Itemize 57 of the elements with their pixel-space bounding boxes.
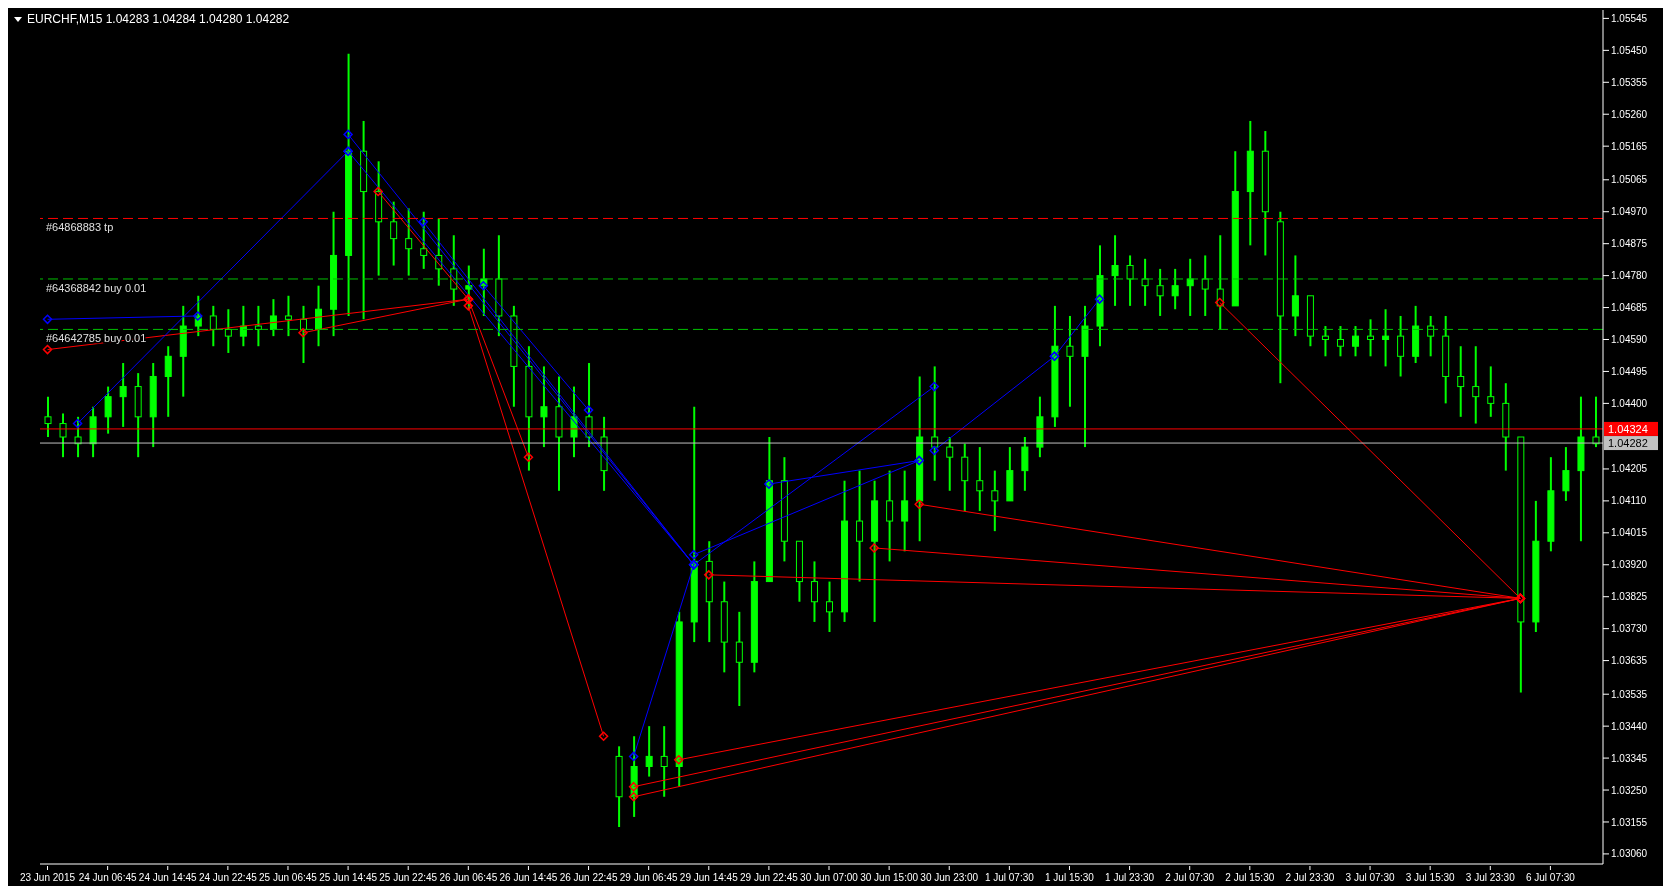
x-tick-label: 24 Jun 22:45 <box>198 872 258 883</box>
ref-line-label: #64868883 tp <box>46 221 114 234</box>
chart-title: EURCHF,M15 1.04283 1.04284 1.04280 1.04282 <box>27 12 290 26</box>
x-tick-label: 24 Jun 06:45 <box>78 872 137 883</box>
ref-line-label: #64368842 buy 0.01 <box>46 281 147 294</box>
x-tick-label: 25 Jun 22:45 <box>379 872 438 883</box>
x-tick-label: 24 Jun 14:45 <box>138 872 198 883</box>
x-tick-label: 2 Jul 15:30 <box>1225 872 1275 883</box>
x-tick-label: 29 Jun 06:45 <box>619 872 679 883</box>
x-tick-label: 30 Jun 07:00 <box>800 872 859 883</box>
y-tick-label: 1.04685 <box>1611 302 1648 314</box>
x-tick-label: 30 Jun 15:00 <box>860 872 919 883</box>
x-tick-label: 25 Jun 06:45 <box>259 872 318 883</box>
x-tick-label: 26 Jun 14:45 <box>499 872 558 883</box>
y-tick-label: 1.04590 <box>1611 334 1648 346</box>
x-tick-label: 29 Jun 22:45 <box>739 872 799 883</box>
ref-line-label: 1.04282 <box>1608 437 1648 450</box>
y-tick-label: 1.04875 <box>1611 238 1648 250</box>
y-tick-label: 1.03730 <box>1611 623 1648 635</box>
x-tick-label: 25 Jun 14:45 <box>319 872 378 883</box>
y-tick-label: 1.04780 <box>1611 270 1648 282</box>
y-tick-label: 1.03250 <box>1611 784 1648 796</box>
y-tick-label: 1.05545 <box>1611 12 1648 24</box>
x-tick-label: 1 Jul 15:30 <box>1045 872 1095 883</box>
y-tick-label: 1.05355 <box>1611 76 1648 88</box>
x-tick-label: 30 Jun 23:00 <box>920 872 979 883</box>
y-tick-label: 1.04400 <box>1611 397 1648 409</box>
y-tick-label: 1.04205 <box>1611 463 1648 475</box>
x-tick-label: 3 Jul 15:30 <box>1405 872 1456 883</box>
x-tick-label: 26 Jun 22:45 <box>559 872 618 883</box>
y-tick-label: 1.04015 <box>1611 527 1648 539</box>
y-tick-label: 1.05450 <box>1611 44 1648 56</box>
x-tick-label: 26 Jun 06:45 <box>439 872 498 883</box>
x-tick-label: 2 Jul 07:30 <box>1165 872 1215 883</box>
y-tick-label: 1.03440 <box>1611 720 1648 732</box>
y-tick-label: 1.05065 <box>1611 174 1648 186</box>
x-tick-label: 29 Jun 14:45 <box>679 872 739 883</box>
y-tick-label: 1.03635 <box>1611 655 1648 667</box>
y-tick-label: 1.03825 <box>1611 591 1648 603</box>
y-tick-label: 1.03920 <box>1611 559 1648 571</box>
x-tick-label: 1 Jul 07:30 <box>984 872 1035 883</box>
y-tick-label: 1.04110 <box>1611 495 1647 507</box>
x-tick-label: 6 Jul 07:30 <box>1525 872 1576 883</box>
y-tick-label: 1.05260 <box>1611 108 1648 120</box>
x-tick-label: 1 Jul 23:30 <box>1105 872 1155 883</box>
y-tick-label: 1.03535 <box>1611 688 1648 700</box>
x-tick-label: 23 Jun 2015 <box>19 872 76 883</box>
x-tick-label: 2 Jul 23:30 <box>1285 872 1335 883</box>
y-tick-label: 1.03060 <box>1611 848 1648 860</box>
x-tick-label: 3 Jul 23:30 <box>1465 872 1516 883</box>
y-tick-label: 1.04970 <box>1611 206 1648 218</box>
y-tick-label: 1.04495 <box>1611 365 1648 377</box>
y-tick-label: 1.03345 <box>1611 752 1648 764</box>
y-tick-label: 1.03155 <box>1611 816 1648 828</box>
ref-line-label: 1.04324 <box>1608 422 1648 435</box>
x-tick-label: 3 Jul 07:30 <box>1345 872 1395 883</box>
y-tick-label: 1.05165 <box>1611 140 1648 152</box>
